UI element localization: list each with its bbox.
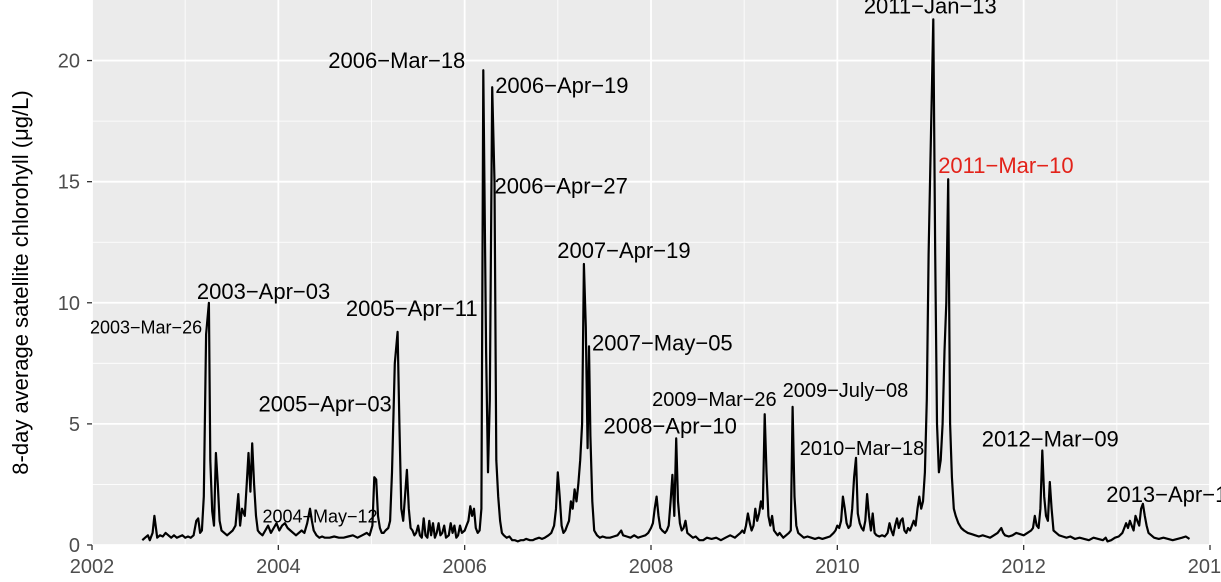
peak-date-label: 2009−Mar−26 — [652, 389, 777, 411]
axes: 2002 2004 2006 2008 2010 2012 2014 0 5 10 15 20 — [58, 51, 1221, 578]
x-tick-label: 2008 — [629, 556, 674, 578]
peak-date-label: 2008−Apr−10 — [604, 413, 737, 438]
peak-date-label: 2012−Mar−09 — [982, 427, 1119, 452]
x-tick-label: 2010 — [815, 556, 860, 578]
peak-date-label: 2005−Apr−03 — [258, 391, 391, 416]
x-tick-label: 2002 — [70, 556, 115, 578]
peak-date-label: 2006−Apr−27 — [495, 174, 628, 199]
x-tick-label: 2006 — [442, 556, 487, 578]
y-tick-label: 10 — [58, 293, 80, 315]
peak-date-label: 2007−May−05 — [592, 330, 733, 355]
peak-date-label: 2011−Mar−10 — [938, 153, 1073, 178]
peak-date-label: 2003−Apr−03 — [197, 279, 330, 304]
peak-date-label: 2004−May−12 — [262, 507, 377, 527]
x-tick-label: 2004 — [256, 556, 301, 578]
peak-date-label: 2007−Apr−19 — [557, 238, 690, 263]
y-axis-label: 8-day average satellite chlorohyll (μg/L… — [8, 90, 33, 474]
peak-date-label: 2005−Apr−11 — [346, 296, 478, 321]
peak-date-label: 2013−Apr−19 — [1106, 482, 1221, 507]
gridlines — [91, 0, 1211, 546]
peak-date-label: 2003−Mar−26 — [90, 317, 202, 337]
peak-date-label: 2006−Apr−19 — [495, 73, 628, 98]
y-tick-label: 0 — [69, 535, 80, 557]
y-tick-label: 15 — [58, 172, 80, 194]
x-tick-label: 2012 — [1001, 556, 1046, 578]
peak-annotations: 2003−Apr−03 2003−Mar−26 2004−May−12 2005−Ap… — [90, 0, 1221, 527]
y-tick-label: 5 — [69, 414, 80, 436]
y-tick-label: 20 — [58, 51, 80, 73]
peak-date-label: 2006−Mar−18 — [328, 48, 465, 73]
peak-date-label: 2010−Mar−18 — [800, 438, 925, 460]
x-tick-label: 2014 — [1188, 556, 1221, 578]
peak-date-label: 2009−July−08 — [783, 380, 909, 402]
chlorophyll-series-line — [141, 18, 1191, 543]
peak-date-label: 2011−Jan−13 — [864, 0, 997, 18]
